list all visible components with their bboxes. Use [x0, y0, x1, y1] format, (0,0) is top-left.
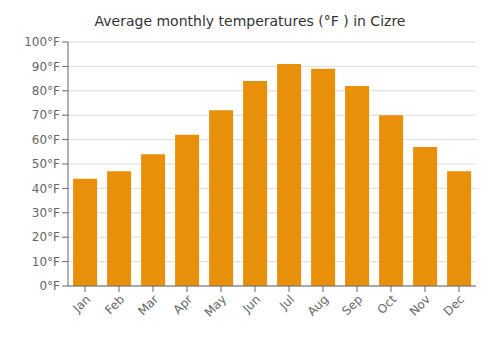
svg-text:100°F: 100°F — [24, 35, 60, 49]
svg-text:Mar: Mar — [135, 292, 161, 318]
html-text:Average monthly temperatures (: Average monthly temperatures (°F ) in Ci… — [94, 13, 406, 29]
svg-text:Jan: Jan — [69, 292, 93, 316]
svg-text:30°F: 30°F — [32, 206, 60, 220]
svg-text:Dec: Dec — [441, 292, 467, 318]
svg-text:10°F: 10°F — [32, 255, 60, 269]
svg-text:Oct: Oct — [375, 292, 400, 317]
svg-text:Nov: Nov — [407, 292, 433, 318]
svg-text:20°F: 20°F — [32, 230, 60, 244]
svg-text:Aug: Aug — [305, 292, 331, 318]
svg-text:50°F: 50°F — [32, 157, 60, 171]
svg-text:Feb: Feb — [102, 292, 127, 317]
svg-text:Apr: Apr — [171, 292, 196, 317]
svg-text:Sep: Sep — [339, 292, 365, 318]
svg-text:90°F: 90°F — [32, 60, 60, 74]
svg-text:Jun: Jun — [239, 292, 263, 316]
svg-text:May: May — [202, 292, 229, 319]
svg-text:80°F: 80°F — [32, 84, 60, 98]
svg-text:60°F: 60°F — [32, 133, 60, 147]
svg-text:0°F: 0°F — [39, 279, 60, 293]
svg-text:Jul: Jul — [276, 292, 297, 313]
svg-text:70°F: 70°F — [32, 108, 60, 122]
svg-text:40°F: 40°F — [32, 182, 60, 196]
